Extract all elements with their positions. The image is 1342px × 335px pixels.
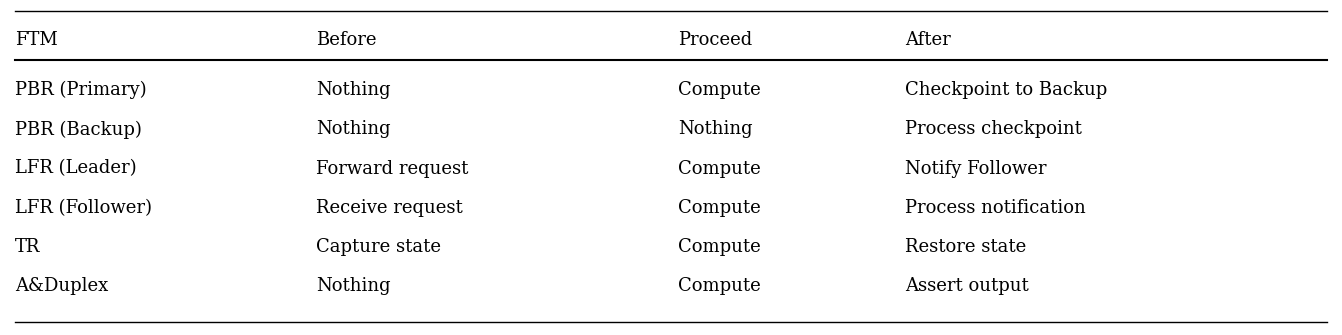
Text: Compute: Compute — [678, 238, 761, 256]
Text: Nothing: Nothing — [317, 120, 391, 138]
Text: Forward request: Forward request — [317, 159, 468, 178]
Text: LFR (Leader): LFR (Leader) — [15, 159, 137, 178]
Text: Before: Before — [317, 31, 377, 49]
Text: Compute: Compute — [678, 199, 761, 217]
Text: After: After — [906, 31, 951, 49]
Text: Nothing: Nothing — [678, 120, 753, 138]
Text: Process notification: Process notification — [906, 199, 1086, 217]
Text: Capture state: Capture state — [317, 238, 442, 256]
Text: TR: TR — [15, 238, 40, 256]
Text: Proceed: Proceed — [678, 31, 752, 49]
Text: FTM: FTM — [15, 31, 58, 49]
Text: Compute: Compute — [678, 277, 761, 295]
Text: PBR (Primary): PBR (Primary) — [15, 81, 146, 99]
Text: Process checkpoint: Process checkpoint — [906, 120, 1082, 138]
Text: Notify Follower: Notify Follower — [906, 159, 1047, 178]
Text: Restore state: Restore state — [906, 238, 1027, 256]
Text: Receive request: Receive request — [317, 199, 463, 217]
Text: PBR (Backup): PBR (Backup) — [15, 120, 142, 139]
Text: A&Duplex: A&Duplex — [15, 277, 109, 295]
Text: Compute: Compute — [678, 159, 761, 178]
Text: Checkpoint to Backup: Checkpoint to Backup — [906, 81, 1107, 99]
Text: Nothing: Nothing — [317, 81, 391, 99]
Text: Nothing: Nothing — [317, 277, 391, 295]
Text: LFR (Follower): LFR (Follower) — [15, 199, 152, 217]
Text: Compute: Compute — [678, 81, 761, 99]
Text: Assert output: Assert output — [906, 277, 1029, 295]
